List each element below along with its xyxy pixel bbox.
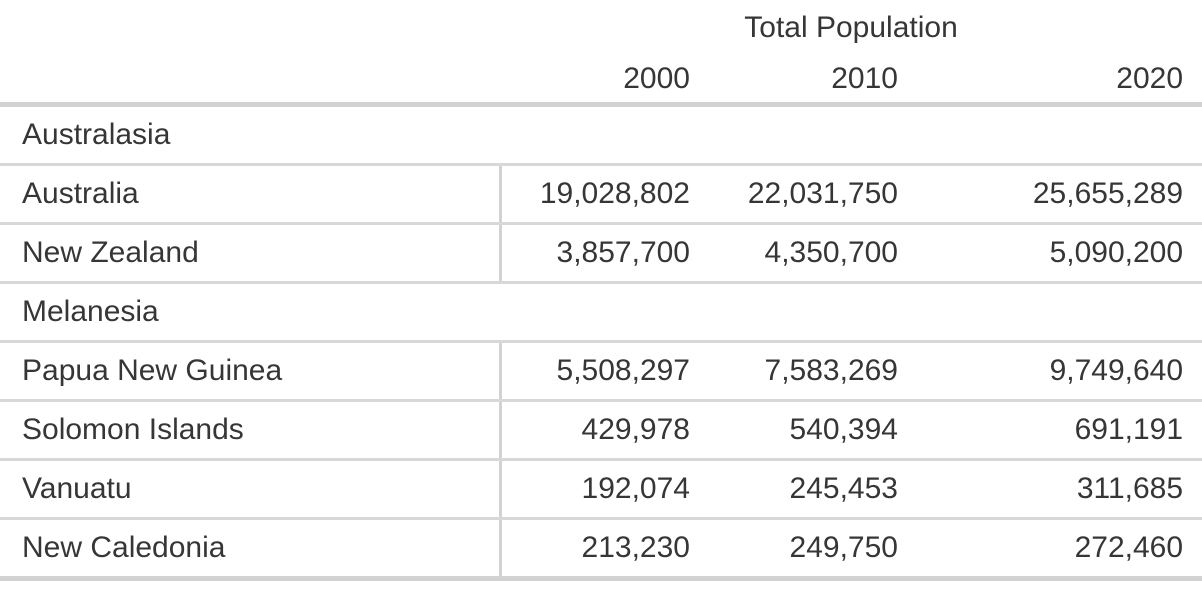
year-header-row: 2000 2010 2020: [0, 55, 1202, 107]
table-row-papua-new-guinea: Papua New Guinea 5,508,297 7,583,269 9,7…: [0, 341, 1202, 402]
cell-2010: 4,350,700: [703, 223, 911, 284]
cell-2020: 272,460: [911, 518, 1202, 581]
row-label: Solomon Islands: [0, 400, 502, 461]
cell-2020: 9,749,640: [911, 341, 1202, 402]
section-label: Australasia: [0, 104, 1202, 166]
cell-2000: 19,028,802: [500, 164, 703, 225]
table-title-row: Total Population: [0, 0, 1202, 55]
row-label: Australia: [0, 164, 502, 225]
column-header-2010: 2010: [703, 55, 911, 107]
cell-2010: 7,583,269: [703, 341, 911, 402]
cell-2010: 540,394: [703, 400, 911, 461]
section-label: Melanesia: [0, 282, 1202, 343]
table-title: Total Population: [744, 10, 958, 44]
cell-2020: 311,685: [911, 459, 1202, 520]
table-row-solomon-islands: Solomon Islands 429,978 540,394 691,191: [0, 400, 1202, 461]
cell-2010: 245,453: [703, 459, 911, 520]
cell-2000: 213,230: [500, 518, 703, 581]
population-table: Total Population 2000 2010 2020 Australa…: [0, 0, 1202, 581]
cell-2000: 5,508,297: [500, 341, 703, 402]
row-label: New Zealand: [0, 223, 502, 284]
cell-2020: 25,655,289: [911, 164, 1202, 225]
column-header-2000: 2000: [500, 55, 703, 107]
cell-2020: 5,090,200: [911, 223, 1202, 284]
cell-2000: 192,074: [500, 459, 703, 520]
row-label: Papua New Guinea: [0, 341, 502, 402]
cell-2010: 22,031,750: [703, 164, 911, 225]
row-label: Vanuatu: [0, 459, 502, 520]
corner-spacer: [0, 55, 500, 107]
section-row-melanesia: Melanesia: [0, 282, 1202, 343]
section-row-australasia: Australasia: [0, 104, 1202, 166]
table-row-vanuatu: Vanuatu 192,074 245,453 311,685: [0, 459, 1202, 520]
cell-2010: 249,750: [703, 518, 911, 581]
table-row-new-zealand: New Zealand 3,857,700 4,350,700 5,090,20…: [0, 223, 1202, 284]
column-header-2020: 2020: [911, 55, 1202, 107]
table-row-new-caledonia: New Caledonia 213,230 249,750 272,460: [0, 518, 1202, 581]
cell-2020: 691,191: [911, 400, 1202, 461]
corner-spacer: [0, 0, 500, 55]
cell-2000: 429,978: [500, 400, 703, 461]
table-row-australia: Australia 19,028,802 22,031,750 25,655,2…: [0, 164, 1202, 225]
cell-2000: 3,857,700: [500, 223, 703, 284]
row-label: New Caledonia: [0, 518, 502, 581]
